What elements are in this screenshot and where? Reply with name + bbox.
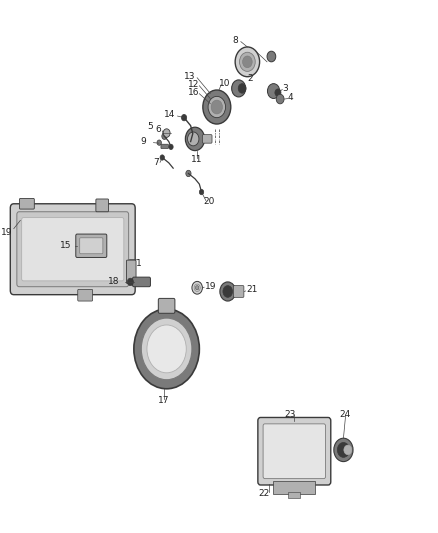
Circle shape: [268, 84, 280, 99]
Text: 1: 1: [136, 260, 142, 268]
FancyBboxPatch shape: [21, 217, 124, 281]
Circle shape: [344, 445, 352, 455]
Circle shape: [187, 132, 199, 146]
Circle shape: [162, 133, 167, 140]
Circle shape: [147, 325, 186, 373]
Text: 19: 19: [205, 281, 216, 290]
Circle shape: [238, 84, 246, 93]
Circle shape: [334, 438, 353, 462]
Circle shape: [192, 281, 202, 294]
FancyBboxPatch shape: [263, 424, 325, 479]
FancyBboxPatch shape: [80, 238, 103, 254]
Text: 13: 13: [184, 72, 196, 81]
FancyBboxPatch shape: [202, 135, 212, 143]
FancyBboxPatch shape: [11, 204, 135, 295]
Text: 18: 18: [108, 277, 119, 286]
Circle shape: [134, 309, 199, 389]
Circle shape: [157, 140, 161, 146]
Text: 21: 21: [247, 285, 258, 294]
FancyBboxPatch shape: [96, 199, 109, 212]
Circle shape: [160, 155, 164, 160]
Circle shape: [276, 94, 284, 104]
FancyBboxPatch shape: [78, 289, 92, 301]
Text: 10: 10: [219, 79, 230, 88]
Circle shape: [195, 286, 199, 290]
Text: 24: 24: [339, 410, 350, 419]
Circle shape: [194, 284, 200, 292]
FancyBboxPatch shape: [19, 198, 34, 209]
FancyBboxPatch shape: [76, 234, 107, 257]
FancyBboxPatch shape: [17, 212, 129, 287]
Text: 15: 15: [60, 241, 71, 251]
Circle shape: [186, 170, 191, 176]
Circle shape: [188, 139, 193, 145]
Circle shape: [337, 442, 350, 457]
FancyBboxPatch shape: [133, 277, 150, 287]
Text: 5: 5: [147, 122, 153, 131]
Text: 11: 11: [191, 155, 202, 164]
FancyBboxPatch shape: [127, 260, 136, 284]
Text: 12: 12: [188, 80, 200, 89]
Text: 23: 23: [284, 410, 296, 419]
Circle shape: [181, 115, 187, 121]
Circle shape: [163, 129, 170, 138]
Circle shape: [240, 52, 255, 71]
Circle shape: [267, 51, 276, 62]
Text: 3: 3: [283, 84, 288, 93]
Text: 8: 8: [232, 36, 238, 45]
Text: 20: 20: [204, 197, 215, 206]
Circle shape: [141, 318, 192, 379]
Text: 17: 17: [158, 396, 170, 405]
FancyBboxPatch shape: [273, 481, 315, 494]
Circle shape: [203, 90, 231, 124]
Circle shape: [235, 47, 260, 77]
Text: 6: 6: [155, 125, 162, 134]
FancyBboxPatch shape: [288, 492, 300, 498]
Circle shape: [199, 189, 204, 195]
FancyBboxPatch shape: [158, 298, 175, 313]
Circle shape: [243, 56, 252, 68]
Circle shape: [127, 278, 134, 286]
Text: 16: 16: [188, 88, 200, 97]
Circle shape: [185, 127, 205, 151]
FancyBboxPatch shape: [233, 286, 244, 297]
Text: 19: 19: [1, 228, 12, 237]
FancyBboxPatch shape: [161, 144, 168, 149]
FancyBboxPatch shape: [258, 417, 331, 485]
Text: 2: 2: [247, 74, 253, 83]
Circle shape: [211, 100, 223, 114]
Circle shape: [232, 80, 246, 97]
Text: 22: 22: [258, 489, 269, 498]
Text: 9: 9: [141, 137, 146, 146]
Text: 7: 7: [153, 158, 159, 167]
Text: 4: 4: [288, 93, 293, 102]
Circle shape: [275, 89, 281, 96]
Text: 14: 14: [164, 110, 176, 119]
Circle shape: [223, 286, 233, 297]
Circle shape: [220, 282, 236, 301]
Circle shape: [169, 144, 173, 150]
Circle shape: [208, 96, 226, 118]
